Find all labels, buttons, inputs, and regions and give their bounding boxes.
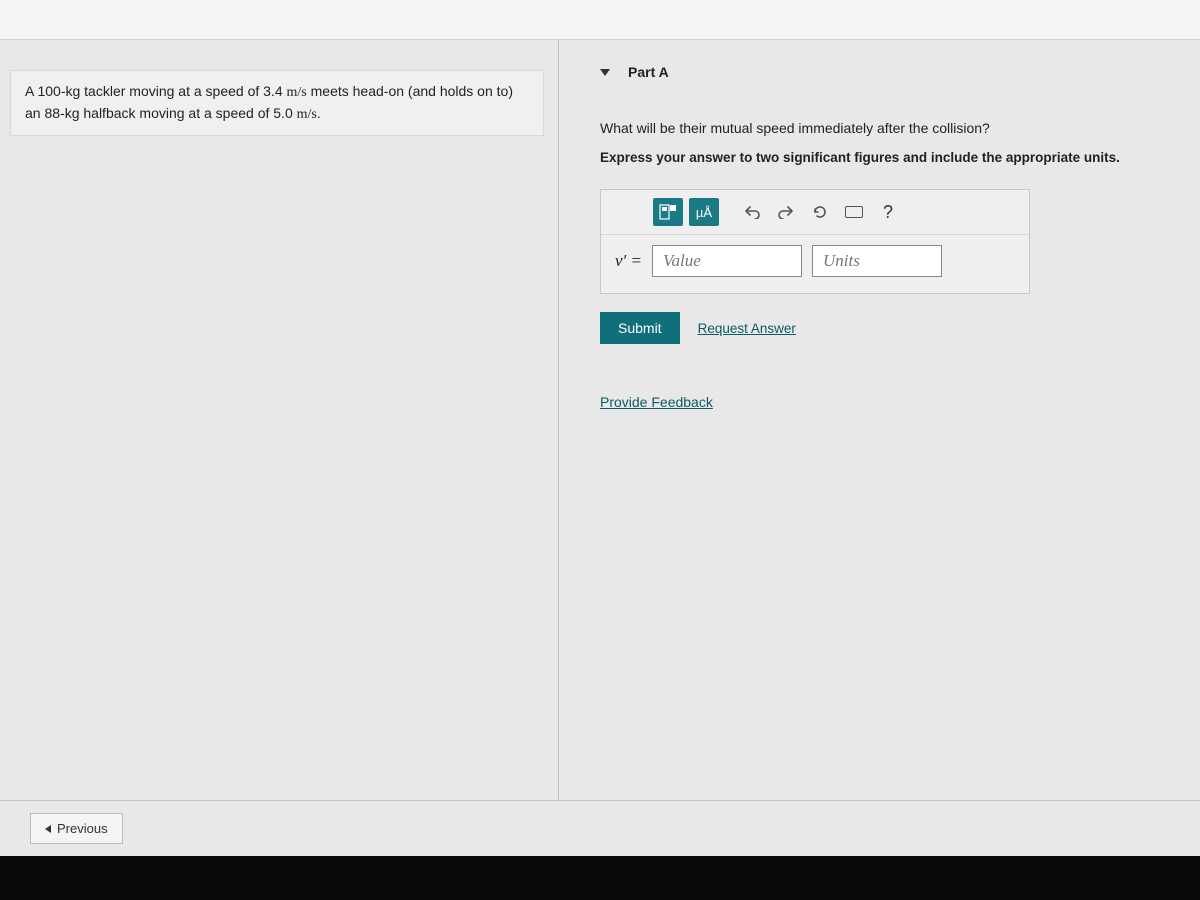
undo-icon [744,205,760,219]
keyboard-icon [845,206,863,218]
mu-a-label: µÅ [696,205,712,220]
collapse-caret-icon [600,69,610,76]
redo-button[interactable] [771,198,801,226]
special-chars-button[interactable]: µÅ [689,198,719,226]
value-input[interactable] [652,245,802,277]
reset-button[interactable] [805,198,835,226]
unit-2: m/s [297,107,317,122]
request-answer-link[interactable]: Request Answer [698,321,796,336]
undo-button[interactable] [737,198,767,226]
answer-input-box: µÅ ? v′ = [600,189,1030,294]
question-text: What will be their mutual speed immediat… [600,120,1182,136]
variable-label: v′ = [615,251,642,271]
problem-text-1: A 100-kg tackler moving at a speed of 3.… [25,83,287,99]
previous-caret-icon [45,825,51,833]
part-header[interactable]: Part A [600,64,1182,80]
main-container: A 100-kg tackler moving at a speed of 3.… [0,40,1200,800]
answer-panel: Part A What will be their mutual speed i… [560,40,1200,800]
problem-text-3: . [317,105,321,121]
browser-top-bar [0,0,1200,40]
equation-toolbar: µÅ ? [601,190,1029,235]
template-tool-button[interactable] [653,198,683,226]
panel-divider [558,40,560,800]
part-label: Part A [628,64,669,80]
redo-icon [778,205,794,219]
bottom-nav: Previous [0,800,1200,856]
provide-feedback-link[interactable]: Provide Feedback [600,394,713,410]
reset-icon [812,204,828,220]
previous-label: Previous [57,821,108,836]
help-label: ? [883,202,893,223]
submit-button[interactable]: Submit [600,312,680,344]
action-row: Submit Request Answer [600,312,1182,344]
problem-statement: A 100-kg tackler moving at a speed of 3.… [10,70,544,136]
laptop-bezel [0,856,1200,900]
units-input[interactable] [812,245,942,277]
previous-button[interactable]: Previous [30,813,123,844]
unit-1: m/s [287,85,307,100]
answer-input-row: v′ = [601,235,1029,293]
help-button[interactable]: ? [873,198,903,226]
instruction-text: Express your answer to two significant f… [600,150,1182,165]
problem-panel: A 100-kg tackler moving at a speed of 3.… [0,40,560,800]
keyboard-button[interactable] [839,198,869,226]
template-icon [659,204,677,220]
